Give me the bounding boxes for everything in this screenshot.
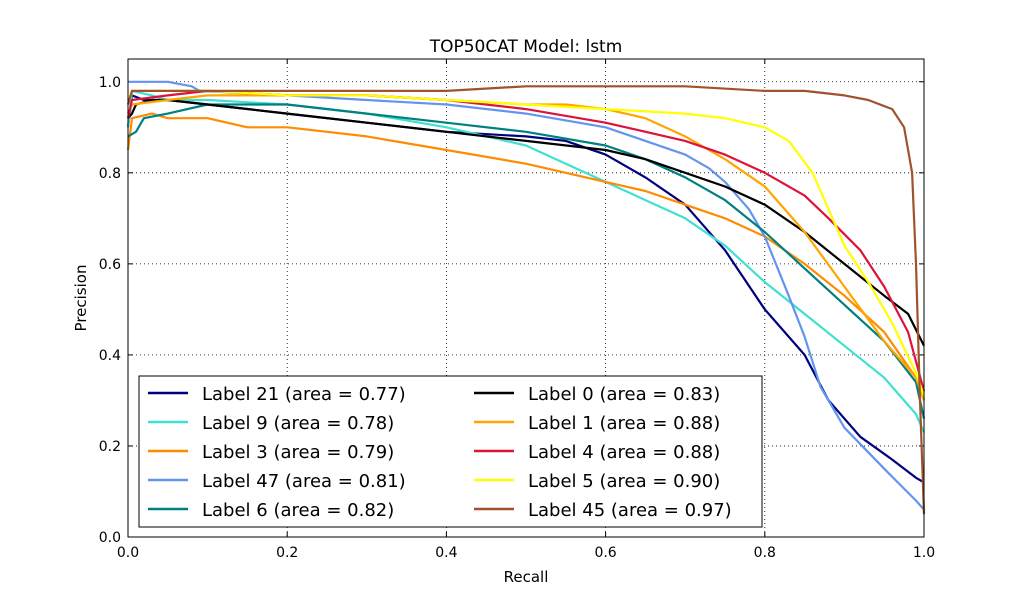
legend-label: Label 1 (area = 0.88) [528,413,720,434]
series-lines [126,80,926,515]
legend-label: Label 3 (area = 0.79) [202,442,394,463]
x-tick-label: 0.6 [594,545,616,561]
series-line [127,98,925,347]
legend-box [138,375,763,528]
legend-label: Label 21 (area = 0.77) [202,384,406,405]
legend-item: Label 1 (area = 0.88) [474,413,720,434]
legend-item: Label 9 (area = 0.78) [148,413,394,434]
legend-item: Label 6 (area = 0.82) [148,500,394,521]
legend-item: Label 3 (area = 0.79) [148,442,394,463]
legend-label: Label 6 (area = 0.82) [202,500,394,521]
y-tick-label: 0.2 [99,439,121,455]
x-tick-label: 0.0 [117,545,139,561]
y-tick-label: 0.6 [99,257,121,273]
series-line [126,112,926,401]
series-line [128,80,925,511]
x-tick-label: 0.2 [276,545,298,561]
y-tick-label: 1.0 [99,75,121,91]
legend-label: Label 4 (area = 0.88) [528,442,720,463]
legend-item: Label 45 (area = 0.97) [474,500,732,521]
legend-label: Label 47 (area = 0.81) [202,471,406,492]
axis-ticks: 0.0 0.2 0.4 0.6 0.8 1.0 0.0 0.2 0.4 0.6 0.8 1.0 [99,59,935,561]
x-tick-label: 1.0 [913,545,935,561]
chart-title: TOP50CAT Model: lstm [429,37,623,57]
x-axis-label: Recall [504,568,549,586]
legend-item: Label 4 (area = 0.88) [474,442,720,463]
x-tick-label: 0.4 [435,545,457,561]
legend-label: Label 0 (area = 0.83) [528,384,720,405]
legend-item: Label 0 (area = 0.83) [474,384,720,405]
series-line [126,85,926,515]
x-tick-label: 0.8 [754,545,776,561]
plot-frame [127,58,925,538]
legend-label: Label 45 (area = 0.97) [528,500,732,521]
legend-label: Label 5 (area = 0.90) [528,471,720,492]
legend-item: Label 21 (area = 0.77) [148,384,406,405]
y-tick-label: 0.0 [99,530,121,546]
legend-item: Label 47 (area = 0.81) [148,471,406,492]
legend-item: Label 5 (area = 0.90) [474,471,720,492]
series-line [127,103,926,419]
legend: Label 21 (area = 0.77) Label 9 (area = 0.… [138,375,763,528]
legend-label: Label 9 (area = 0.78) [202,413,394,434]
y-axis-label: Precision [72,265,90,332]
y-tick-label: 0.4 [99,348,121,364]
y-tick-label: 0.8 [99,166,121,182]
